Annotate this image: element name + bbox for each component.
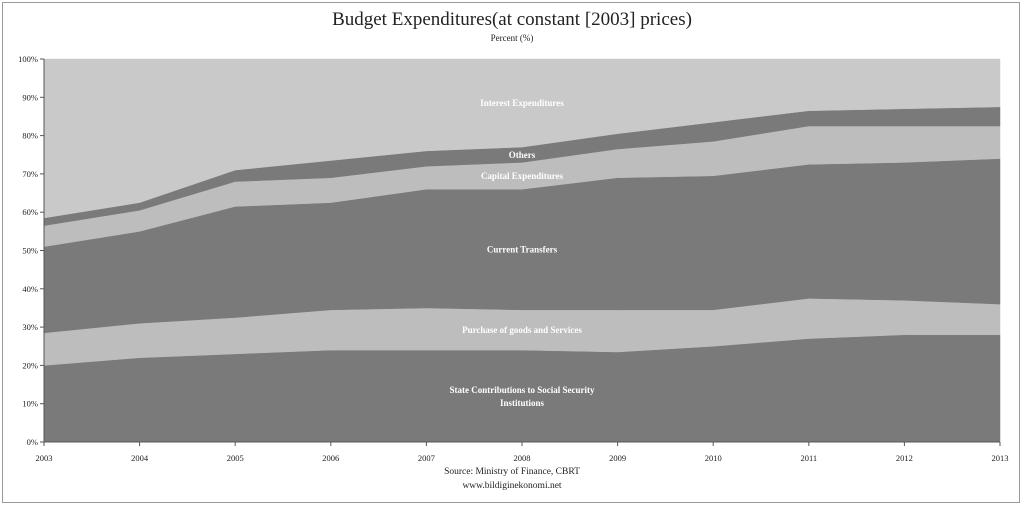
- x-tick-label: 2012: [896, 453, 913, 463]
- x-tick-label: 2003: [36, 453, 53, 463]
- chart-title: Budget Expenditures(at constant [2003] p…: [332, 9, 692, 30]
- x-tick-label: 2008: [514, 453, 531, 463]
- y-tick-label: 80%: [22, 131, 38, 141]
- x-tick-label: 2011: [800, 453, 817, 463]
- label-purchase-of-goods-and-services: Purchase of goods and Services: [462, 325, 582, 335]
- x-tick-label: 2013: [992, 453, 1009, 463]
- y-tick-label: 10%: [22, 399, 38, 409]
- axes-group: 0% 10% 20% 30% 40% 50% 60% 70% 80% 90% 100% 2003 200…: [18, 54, 1008, 463]
- y-tick-label: 0%: [27, 437, 38, 447]
- y-tick-label: 70%: [22, 169, 38, 179]
- y-tick-label: 60%: [22, 207, 38, 217]
- website-note: www.bildiginekonomi.net: [462, 481, 562, 491]
- y-tick-label: 100%: [18, 54, 38, 64]
- series-labels-group: State Contributions to Social Security In…: [450, 98, 595, 408]
- label-current-transfers: Current Transfers: [487, 245, 558, 255]
- x-tick-label: 2010: [705, 453, 722, 463]
- x-tick-label: 2007: [418, 453, 435, 463]
- y-tick-label: 20%: [22, 360, 38, 370]
- area-interest-expenditures: [43, 58, 1001, 219]
- x-tick-label: 2009: [609, 453, 626, 463]
- x-tick-label: 2005: [227, 453, 244, 463]
- y-tick-label: 90%: [22, 92, 38, 102]
- chart-subtitle: Percent (%): [490, 33, 534, 43]
- x-tick-label: 2004: [131, 453, 149, 463]
- source-note: Source: Ministry of Finance, CBRT: [444, 467, 580, 477]
- y-tick-label: 30%: [22, 322, 38, 332]
- label-capital-expenditures: Capital Expenditures: [481, 171, 564, 181]
- y-tick-label: 50%: [22, 246, 38, 256]
- label-state-contributions-to-social-security-institutions: State Contributions to Social Security In…: [450, 385, 595, 408]
- x-tick-label: 2006: [322, 453, 339, 463]
- y-tick-label: 40%: [22, 284, 38, 294]
- label-interest-expenditures: Interest Expenditures: [480, 98, 564, 108]
- label-others: Others: [509, 150, 536, 160]
- area-series-group: [43, 58, 1001, 443]
